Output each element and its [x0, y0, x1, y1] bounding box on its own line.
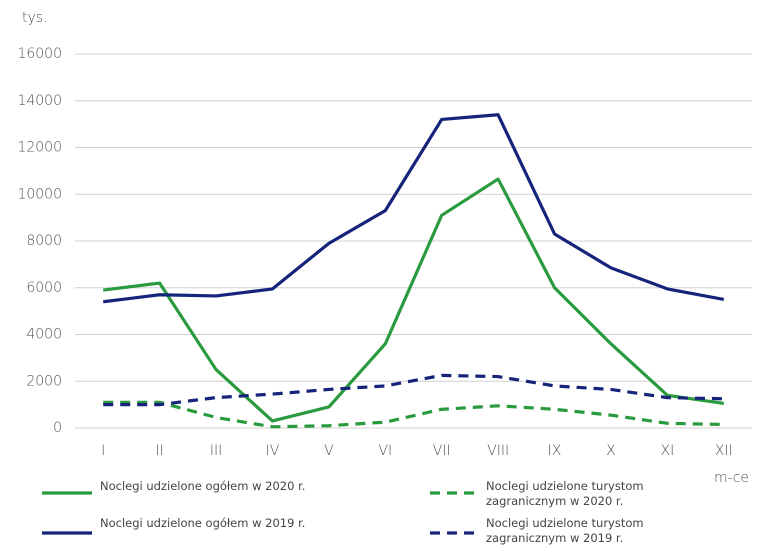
legend-label: Noclegi udzielone turystom zagranicznym … — [486, 479, 644, 508]
y-tick-label: 0 — [53, 420, 62, 436]
y-tick-label: 14000 — [17, 93, 62, 109]
series-line — [103, 400, 724, 429]
legend-label: Noclegi udzielone ogółem w 2020 r. — [100, 479, 306, 493]
x-axis-label: m-ce — [714, 470, 749, 486]
x-tick-label: X — [606, 443, 616, 459]
series-line — [103, 177, 725, 423]
y-axis-label: tys. — [22, 10, 48, 26]
legend-label: Noclegi udzielone turystom zagranicznym … — [486, 516, 644, 545]
x-tick-label: I — [101, 443, 105, 459]
legend-label: Noclegi udzielone ogółem w 2019 r. — [100, 516, 306, 530]
x-tick-label: IX — [548, 443, 562, 459]
x-tick-label: VIII — [487, 443, 509, 459]
y-tick-label: 12000 — [17, 140, 62, 156]
x-tick-label: IV — [266, 443, 280, 459]
y-tick-label: 10000 — [17, 186, 62, 202]
series-line — [103, 113, 725, 304]
x-tick-label: VI — [378, 443, 392, 459]
x-tick-label: III — [210, 443, 222, 459]
x-tick-label: XI — [661, 443, 675, 459]
y-tick-label: 16000 — [17, 46, 62, 62]
x-tick-label: II — [155, 443, 163, 459]
y-tick-label: 6000 — [26, 280, 62, 296]
y-tick-label: 2000 — [26, 373, 62, 389]
y-tick-label: 8000 — [26, 233, 62, 249]
x-tick-label: VII — [433, 443, 451, 459]
x-tick-label: V — [324, 443, 334, 459]
x-tick-label: XII — [715, 443, 733, 459]
series-line — [103, 373, 724, 407]
y-tick-label: 4000 — [26, 327, 62, 343]
